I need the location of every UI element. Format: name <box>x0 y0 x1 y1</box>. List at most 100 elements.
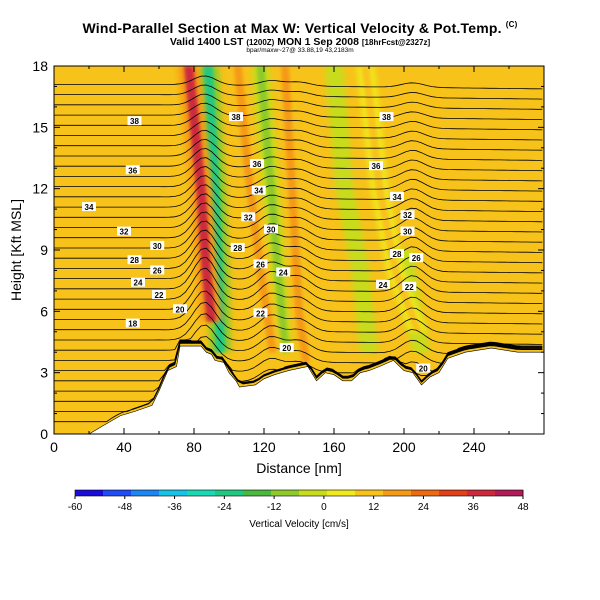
theta-contour <box>54 184 543 212</box>
contour-label-bg <box>250 159 264 169</box>
contour-label-bg <box>276 267 291 277</box>
theta-contour <box>54 202 543 233</box>
colorbar: -60 -48 -36 -24 -12 0 12 24 36 48 <box>68 489 529 513</box>
theta-contour <box>54 102 543 120</box>
contour-label: 38 <box>382 113 391 122</box>
colorbar-swatch <box>355 490 384 496</box>
contour-label-bg <box>82 202 96 212</box>
colorbar-swatch <box>271 490 300 496</box>
theta-contour <box>54 313 543 345</box>
theta-contour <box>54 341 543 382</box>
contour-label-bg <box>402 281 417 291</box>
contour-label: 26 <box>412 254 421 263</box>
x-tick-label: 80 <box>186 439 202 455</box>
x-tick-label: 120 <box>252 439 276 455</box>
contour-label-bg <box>390 191 404 201</box>
theta-contour <box>54 120 543 141</box>
theta-contour <box>54 343 543 423</box>
theta-contour <box>54 129 543 151</box>
contour-label: 20 <box>419 365 428 374</box>
theta-contour <box>54 93 543 110</box>
contour-label-bg <box>379 112 394 122</box>
contour-label-bg <box>150 265 165 275</box>
contour-label-bg <box>251 185 266 195</box>
contour-label: 24 <box>379 281 388 290</box>
theta-contour <box>54 175 543 202</box>
y-tick-label: 12 <box>32 181 48 197</box>
colorbar-tick-label: 24 <box>418 502 430 513</box>
contour-label-bg <box>131 277 145 287</box>
x-tick-label: 160 <box>322 439 346 455</box>
colorbar-swatch <box>411 490 440 496</box>
theta-contour <box>54 267 543 304</box>
contour-label: 38 <box>130 117 139 126</box>
contour-labels: 1822242628303234363820383634323028262422… <box>82 112 431 374</box>
theta-contour <box>54 342 543 402</box>
contour-label: 26 <box>256 260 265 269</box>
colorbar-swatch <box>131 490 160 496</box>
contour-label-bg <box>376 279 390 289</box>
colorbar-tick-label: 0 <box>321 502 327 513</box>
colorbar-swatch <box>299 490 328 496</box>
x-tick-label: 240 <box>462 439 486 455</box>
contour-label: 32 <box>244 213 253 222</box>
contour-label-bg <box>125 318 140 328</box>
colorbar-tick-label: -24 <box>217 502 232 513</box>
contour-label: 28 <box>130 256 139 265</box>
y-tick-label: 15 <box>32 119 48 135</box>
contour-label-bg <box>127 116 142 126</box>
terrain-profile <box>54 345 544 434</box>
chart-valid-time: Valid 1400 LST (1200Z) MON 1 Sep 2008 [1… <box>169 36 431 48</box>
contour-label-bg <box>416 363 431 373</box>
colorbar-tick-label: -12 <box>267 502 282 513</box>
colorbar-swatch <box>187 490 216 496</box>
theta-contour <box>54 256 543 294</box>
contour-label: 34 <box>393 193 402 202</box>
theta-contour <box>54 342 543 412</box>
theta-contour <box>54 111 543 131</box>
colorbar-frame <box>74 489 524 497</box>
colorbar-swatch <box>467 490 496 496</box>
contour-label-bg <box>264 224 278 234</box>
contour-label: 26 <box>153 266 162 275</box>
contour-label: 34 <box>254 187 263 196</box>
theta-contour <box>54 340 543 374</box>
contour-label: 28 <box>393 250 402 259</box>
theta-contour <box>54 238 543 274</box>
colorbar-swatch <box>103 490 132 496</box>
colorbar-swatch <box>243 490 272 496</box>
theta-contour <box>54 138 543 161</box>
terrain <box>54 345 544 434</box>
velocity-band-core <box>256 66 289 353</box>
theta-contour <box>54 211 543 243</box>
theta-contour <box>54 84 543 100</box>
theta-contour <box>54 279 543 315</box>
theta-contour <box>54 75 543 90</box>
colorbar-swatch <box>75 490 104 496</box>
y-tick-label: 18 <box>32 58 48 74</box>
contour-label-bg <box>125 165 140 175</box>
contour-label: 36 <box>372 162 381 171</box>
theta-contour <box>54 166 543 192</box>
velocity-band-core <box>233 66 277 353</box>
colorbar-swatch <box>439 490 468 496</box>
contour-label: 20 <box>176 305 185 314</box>
velocity-band-core <box>203 66 226 353</box>
contour-label: 36 <box>253 160 262 169</box>
theta-contour <box>54 341 543 392</box>
contour-label: 38 <box>232 113 241 122</box>
contour-label-bg <box>390 249 404 259</box>
contour-label: 22 <box>256 309 265 318</box>
x-axis-label: Distance [nm] <box>256 460 342 476</box>
contour-label: 30 <box>403 228 412 237</box>
contour-label: 22 <box>155 291 164 300</box>
contour-label-bg <box>253 259 268 269</box>
contour-label-bg <box>279 343 294 353</box>
x-tick-label: 0 <box>50 439 58 455</box>
colorbar-swatch <box>215 490 244 496</box>
contour-label: 30 <box>153 242 162 251</box>
theta-contour <box>54 193 543 223</box>
contour-label: 34 <box>85 203 94 212</box>
